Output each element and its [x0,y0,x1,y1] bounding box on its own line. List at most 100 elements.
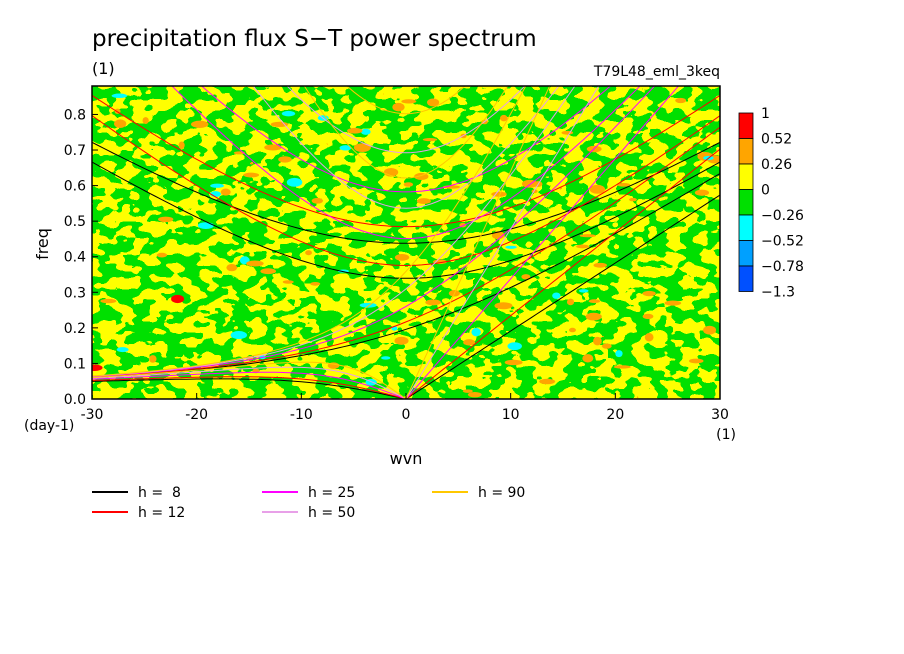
field-cell [403,182,414,187]
x-tick-label: -10 [290,407,313,423]
chart-title: precipitation flux S−T power spectrum [92,26,537,52]
y-axis-label: freq [33,228,52,260]
dispersion-curve [92,126,720,378]
x-axis-label: wvn [390,449,423,468]
field-cell [494,302,513,310]
field-cell [178,141,185,150]
field-cell [114,119,127,129]
field-cell [220,188,231,196]
field-cell [425,299,441,306]
colorbar-swatch [738,189,754,216]
x-tick-label: 20 [606,407,624,423]
field-cell [521,274,531,280]
colorbar-label: 0 [761,183,770,199]
field-cell [197,222,214,229]
field-cell [422,138,438,142]
field-cell [416,198,431,205]
field-cell [629,197,637,202]
y-tick-label: 0.4 [64,250,86,266]
field-cell [210,191,222,197]
dispersion-curve [92,141,720,244]
dispersion-curve [92,366,407,399]
field-cell [171,294,185,304]
field-cell [642,290,656,297]
field-cell [347,127,363,134]
experiment-label: T79L48_eml_3keq [593,64,720,80]
y-tick-label: 0.8 [64,107,86,123]
field-cell [585,312,602,321]
dispersion-curve [405,86,680,399]
field-cell [286,177,303,187]
field-cell [467,391,482,398]
dispersion-curve [92,376,407,399]
field-cell [381,356,391,360]
field-cell [92,364,103,372]
field-cell [278,156,292,163]
field-cell [694,189,710,196]
field-cell [394,336,409,345]
dispersion-curve [171,86,641,240]
field-cell [505,245,517,249]
field-cell [111,93,128,98]
y-tick-label: 0.2 [64,321,86,337]
field-cell [539,378,556,385]
legend-label: h = 8 [138,485,181,501]
y-tick-label: 0.1 [64,356,86,372]
dispersion-curve [252,86,560,209]
dispersion-curves [92,86,720,399]
field-cell [593,336,602,346]
y-tick-label: 0.0 [64,392,86,408]
dispersion-curve [405,86,600,399]
field-cell [190,120,209,128]
field-cell [310,282,321,286]
colorbar-swatch [738,265,754,292]
field-cell [394,253,410,261]
field-cell [507,342,522,351]
field-cell [264,144,282,151]
field-cell [260,268,277,275]
field-cell [675,97,687,104]
dispersion-curve [92,361,407,399]
field-cell [582,354,594,363]
field-cell [593,262,607,268]
field-cell [613,365,631,369]
dispersion-curve [92,115,720,267]
dispersion-curve [92,86,656,378]
colorbar-swatch [738,163,754,190]
x-axis-ticks: -30 -20 -10 0 10 20 30 [81,393,729,423]
dispersion-curve [405,148,720,399]
x-tick-label: 30 [711,407,729,423]
field-cell [588,299,601,304]
field-cell [311,197,324,204]
field-cell [644,333,654,342]
dispersion-curve [200,86,612,193]
field-cell [230,331,248,340]
field-cell [149,355,157,363]
field-cell [339,145,352,151]
colorbar-swatch [738,112,754,139]
plot-area [92,86,720,399]
x-tick-label: -20 [185,407,208,423]
field-cell [504,359,523,366]
y-tick-label: 0.5 [64,214,86,230]
field-cell [568,327,576,333]
dispersion-curve [346,86,466,115]
field-cell [305,250,312,256]
field-cell [462,389,473,393]
field-cell [703,325,717,335]
colorbar-label: 0.52 [761,132,792,148]
field-cell [359,302,377,308]
y-tick-label: 0.7 [64,143,86,159]
field-cell [471,327,481,337]
field-cell [463,339,476,346]
field-cell [210,183,225,188]
field-cell [617,183,631,187]
field-cell [401,99,417,104]
field-cell [360,128,371,135]
field-cell [158,216,174,223]
field-cell [688,358,704,364]
curve-legend: h = 8 h = 12 h = 25 h = 50 h = 90 [92,485,525,521]
field-cell [615,350,623,358]
colorbar-swatch [738,214,754,241]
